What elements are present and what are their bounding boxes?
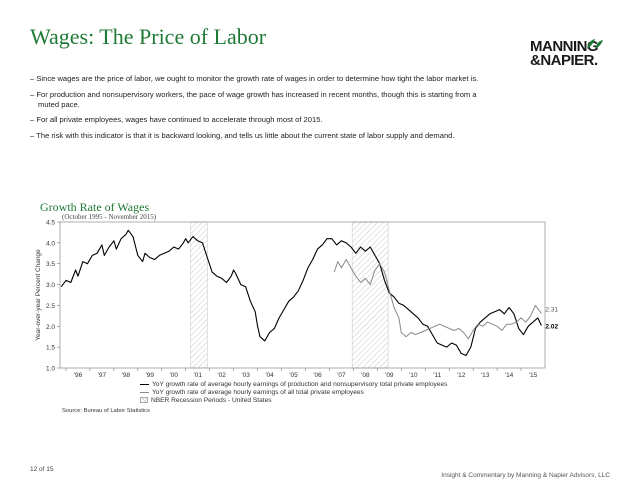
chart-subtitle: (October 1995 - November 2015) [62,213,157,221]
recession-band [351,221,389,369]
series-end-label: 2.02 [545,323,558,330]
legend-swatch-hatch [140,397,148,403]
chart-title: Growth Rate of Wages [40,200,150,214]
x-tick-label: '12 [457,372,466,379]
x-tick-label: '14 [505,372,514,379]
x-tick-label: '99 [146,372,155,379]
y-tick-label: 3.0 [46,282,55,289]
x-tick-label: '00 [170,372,179,379]
series-end-label: 2.31 [545,306,558,313]
x-tick-label: '01 [193,372,202,379]
x-tick-label: '04 [265,372,274,379]
chart-legend: YoY growth rate of average hourly earnin… [140,380,447,404]
bullet-item: For production and nonsupervisory worker… [30,90,480,110]
page-number: 12 of 15 [30,466,54,473]
chart-source: Source: Bureau of Labor Statistics [62,408,150,414]
bullet-item: The risk with this indicator is that it … [30,131,480,141]
legend-swatch-gray [140,391,149,393]
legend-label: NBER Recession Periods - United States [151,396,272,404]
y-axis-label: Year-over-year Percent Change [35,249,42,341]
x-tick-label: '07 [337,372,346,379]
bullet-list: Since wages are the price of labor, we o… [30,74,480,146]
x-tick-label: '05 [289,372,298,379]
y-tick-label: 2.5 [46,303,55,310]
x-tick-label: '10 [409,372,418,379]
page-title: Wages: The Price of Labor [30,24,267,49]
legend-label: YoY growth rate of average hourly earnin… [152,388,364,396]
x-tick-label: '13 [481,372,490,379]
x-tick-label: '03 [241,372,250,379]
legend-item-series1: YoY growth rate of average hourly earnin… [140,380,447,388]
y-tick-label: 4.5 [46,220,55,227]
bullet-item: For all private employees, wages have co… [30,115,480,125]
legend-swatch-black [140,383,149,385]
x-tick-label: '96 [74,372,83,379]
x-tick-label: '98 [122,372,131,379]
bullet-item: Since wages are the price of labor, we o… [30,74,480,84]
leaf-icon [587,39,603,49]
y-tick-label: 1.5 [46,345,55,352]
x-tick-label: '09 [385,372,394,379]
x-tick-label: '15 [529,372,538,379]
company-logo: MANNING &NAPIER. [530,38,610,69]
logo-line1: MANNING [530,38,599,55]
x-tick-label: '97 [98,372,107,379]
y-tick-label: 4.0 [46,240,55,247]
x-tick-label: '06 [313,372,322,379]
legend-item-series2: YoY growth rate of average hourly earnin… [140,388,447,396]
y-tick-label: 1.0 [46,366,55,373]
series-line-2 [333,259,542,340]
y-tick-label: 2.0 [46,324,55,331]
legend-label: YoY growth rate of average hourly earnin… [152,380,448,388]
plot-frame [59,221,546,369]
logo-line2: &NAPIER. [530,52,598,69]
series-line-1 [60,229,542,357]
recession-band [190,221,208,369]
x-tick-label: '11 [433,372,441,379]
footer-credit: Insight & Commentary by Manning & Napier… [441,472,610,479]
x-tick-label: '02 [217,372,226,379]
x-tick-label: '08 [361,372,370,379]
y-tick-label: 3.5 [46,261,55,268]
legend-item-recession: NBER Recession Periods - United States [140,396,447,404]
